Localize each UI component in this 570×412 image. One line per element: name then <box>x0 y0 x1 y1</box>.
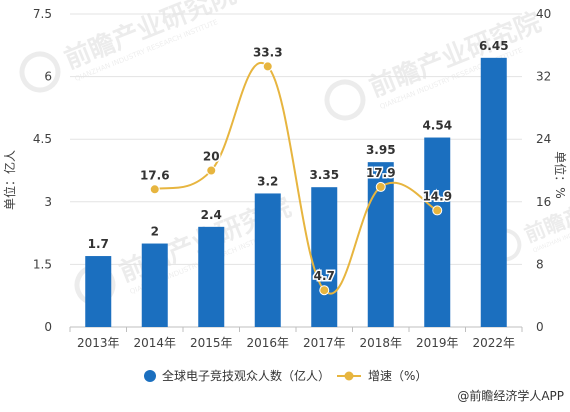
y-left-tick-label: 0 <box>44 320 52 334</box>
growth-value-label: 4.7 <box>314 269 335 283</box>
legend-bar-swatch <box>144 370 156 382</box>
growth-point <box>149 184 160 195</box>
growth-point <box>375 181 386 192</box>
legend-bar-label: 全球电子竞技观众人数（亿人） <box>162 368 330 383</box>
bar <box>85 256 112 327</box>
x-tick-label: 2018年 <box>359 336 402 350</box>
growth-value-label: 14.9 <box>422 189 452 203</box>
bar <box>198 226 225 327</box>
x-tick-label: 2022年 <box>472 336 515 350</box>
x-tick-label: 2017年 <box>303 336 346 350</box>
y-left-tick-label: 4.5 <box>33 132 52 146</box>
y-right-tick-label: 8 <box>536 257 544 271</box>
bar-series <box>85 57 507 327</box>
data-labels: 1.7 2 2.4 3.2 3.35 3.95 4.54 6.45 17.6 20 33.3 4.7 1… <box>88 39 509 285</box>
bar-value-label: 2.4 <box>201 208 222 222</box>
bar <box>424 137 451 327</box>
x-tick-label: 2014年 <box>133 336 176 350</box>
watermark-brand: 前瞻产业研究院 <box>60 0 240 75</box>
bar-value-label: 1.7 <box>88 237 109 251</box>
growth-value-label: 20 <box>203 150 220 164</box>
x-tick-label: 2013年 <box>77 336 120 350</box>
growth-point <box>432 205 443 216</box>
bar <box>141 243 168 327</box>
right-axis-title: 单位：% <box>553 151 568 198</box>
legend-line-label: 增速（%） <box>368 369 427 383</box>
bar-value-label: 4.54 <box>422 119 452 133</box>
bar <box>480 57 507 327</box>
line-series <box>149 61 443 296</box>
x-tick-label: 2015年 <box>190 336 233 350</box>
x-tick-label: 2016年 <box>246 336 289 350</box>
watermark-ring-icon <box>324 79 366 121</box>
bar <box>311 187 338 327</box>
y-right-tick-label: 24 <box>536 132 551 146</box>
y-left-tick-label: 3 <box>44 195 52 209</box>
bar-value-label: 3.2 <box>257 174 278 188</box>
legend-line-marker <box>344 371 354 381</box>
y-left-tick-label: 7.5 <box>33 7 52 21</box>
growth-point <box>262 61 273 72</box>
y-right-tick-label: 40 <box>536 7 551 21</box>
y-left-tick-label: 1.5 <box>33 257 52 271</box>
y-right-tick-label: 16 <box>536 195 551 209</box>
left-axis-title: 单位：亿人 <box>2 150 17 210</box>
x-tick-label: 2019年 <box>416 336 459 350</box>
growth-point <box>319 285 330 296</box>
growth-point <box>206 165 217 176</box>
bar-value-label: 3.35 <box>309 168 339 182</box>
y-right-tick-label: 0 <box>536 320 544 334</box>
growth-value-label: 33.3 <box>253 45 283 59</box>
growth-value-label: 17.6 <box>140 168 170 182</box>
bar <box>254 193 281 327</box>
watermark-ring-icon <box>19 51 61 93</box>
bar-value-label: 2 <box>151 225 159 239</box>
growth-value-label: 17.9 <box>366 166 396 180</box>
bar-value-label: 3.95 <box>366 143 396 157</box>
source-note: @前瞻经济学人APP <box>457 388 564 403</box>
y-left-tick-label: 6 <box>44 70 52 84</box>
y-right-tick-label: 32 <box>536 70 551 84</box>
bar-value-label: 6.45 <box>479 39 509 53</box>
legend: 全球电子竞技观众人数（亿人） 增速（%） <box>144 368 427 383</box>
